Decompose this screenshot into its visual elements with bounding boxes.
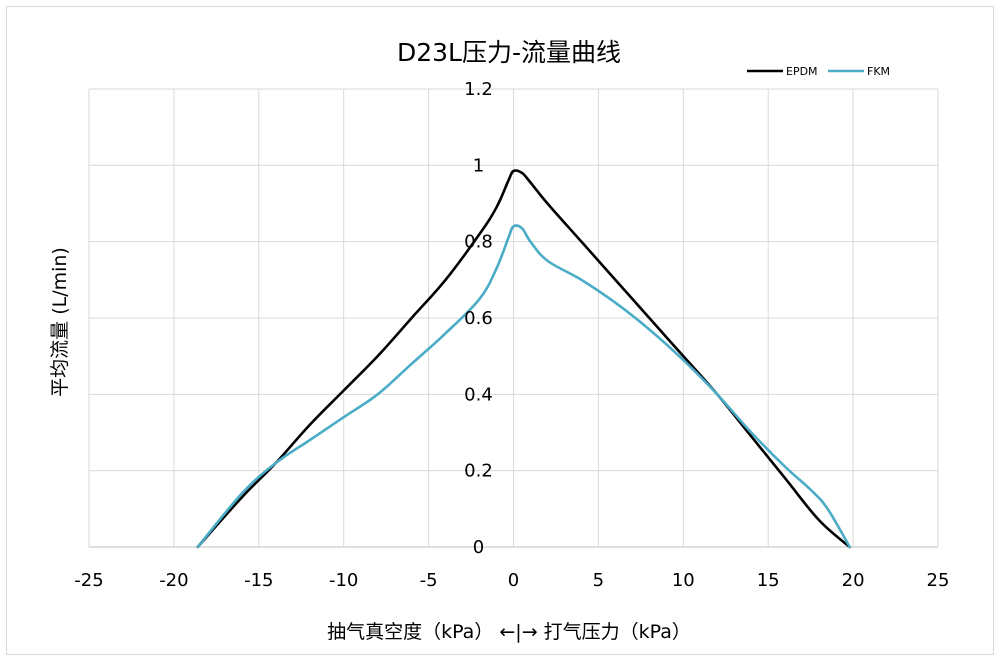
y-tick-label-0: 0	[473, 537, 484, 558]
legend-label-fkm: FKM	[867, 65, 890, 78]
x-tick-label-6: 5	[593, 570, 604, 591]
x-tick-label-0: -25	[74, 570, 103, 591]
y-tick-label-1: 0.2	[464, 461, 493, 482]
x-tick-label-9: 20	[842, 570, 865, 591]
y-tick-label-5: 1	[473, 155, 484, 176]
x-axis-label: 抽气真空度（kPa） ←|→ 打气压力（kPa）	[327, 621, 691, 643]
x-tick-label-7: 10	[672, 570, 695, 591]
y-tick-label-3: 0.6	[464, 308, 493, 329]
x-tick-label-5: 0	[508, 570, 519, 591]
x-tick-label-1: -20	[159, 570, 188, 591]
x-tick-label-3: -10	[329, 570, 358, 591]
y-tick-labels: 0 0.2 0.4 0.6 0.8 1 1.2	[464, 79, 493, 558]
series-line-fkm	[196, 224, 852, 549]
x-tick-label-10: 25	[927, 570, 950, 591]
gridlines	[88, 88, 939, 548]
x-tick-label-2: -15	[244, 570, 273, 591]
series-line-epdm	[196, 169, 852, 549]
y-axis-label: 平均流量 (L/min)	[49, 247, 71, 397]
x-tick-label-4: -5	[420, 570, 438, 591]
y-tick-label-4: 0.8	[464, 232, 493, 253]
series-lines	[196, 169, 852, 549]
chart-title: D23L压力-流量曲线	[397, 38, 621, 67]
x-tick-label-8: 15	[757, 570, 780, 591]
y-tick-label-2: 0.4	[464, 384, 493, 405]
y-tick-label-6: 1.2	[464, 79, 493, 100]
legend-label-epdm: EPDM	[786, 65, 818, 78]
legend: EPDM FKM	[747, 65, 890, 78]
x-tick-labels: -25 -20 -15 -10 -5 0 5 10 15 20 25	[74, 570, 949, 591]
